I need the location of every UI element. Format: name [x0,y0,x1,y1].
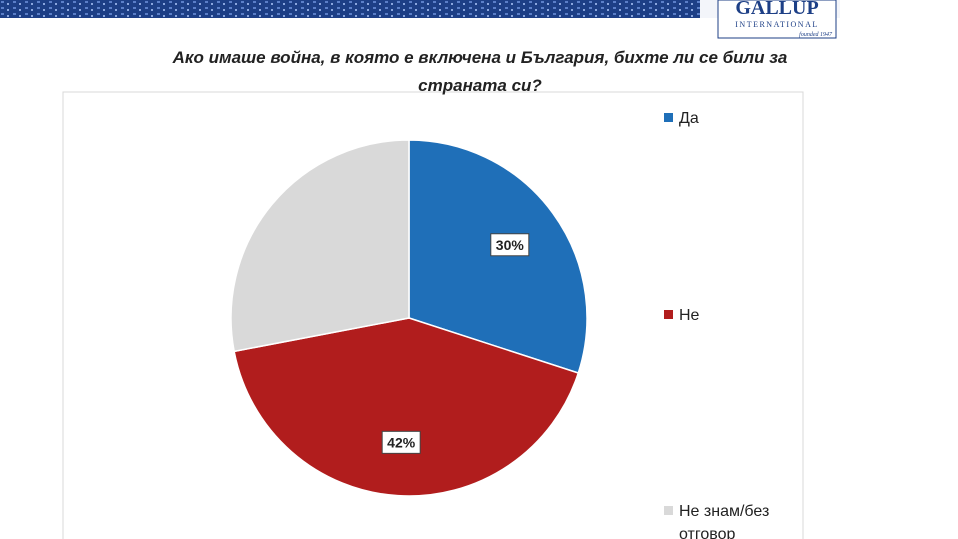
legend-label: Да [679,110,699,127]
logo: GALLUP [735,0,818,19]
legend-label: Не знам/без отговор [679,503,770,539]
pie-slice [408,139,588,374]
pie-slice [233,317,580,497]
data-label: 42% [387,434,416,450]
data-label: 30% [496,237,525,253]
chart-title: Ако имаше война, в която е включена и Бъ… [172,48,788,95]
data-label-box [490,233,530,257]
header-banner [0,0,700,18]
logo-subtitle: INTERNATIONAL [735,20,819,29]
legend-swatch [664,506,673,515]
pie-slice [230,139,410,353]
data-label-box [381,430,421,454]
plot-frame [62,91,804,539]
legend-swatch [664,113,673,122]
logo-note: founded 1947 [799,31,833,38]
legend-label: Не [679,307,700,324]
legend-swatch [664,310,673,319]
logo-box [717,0,837,39]
